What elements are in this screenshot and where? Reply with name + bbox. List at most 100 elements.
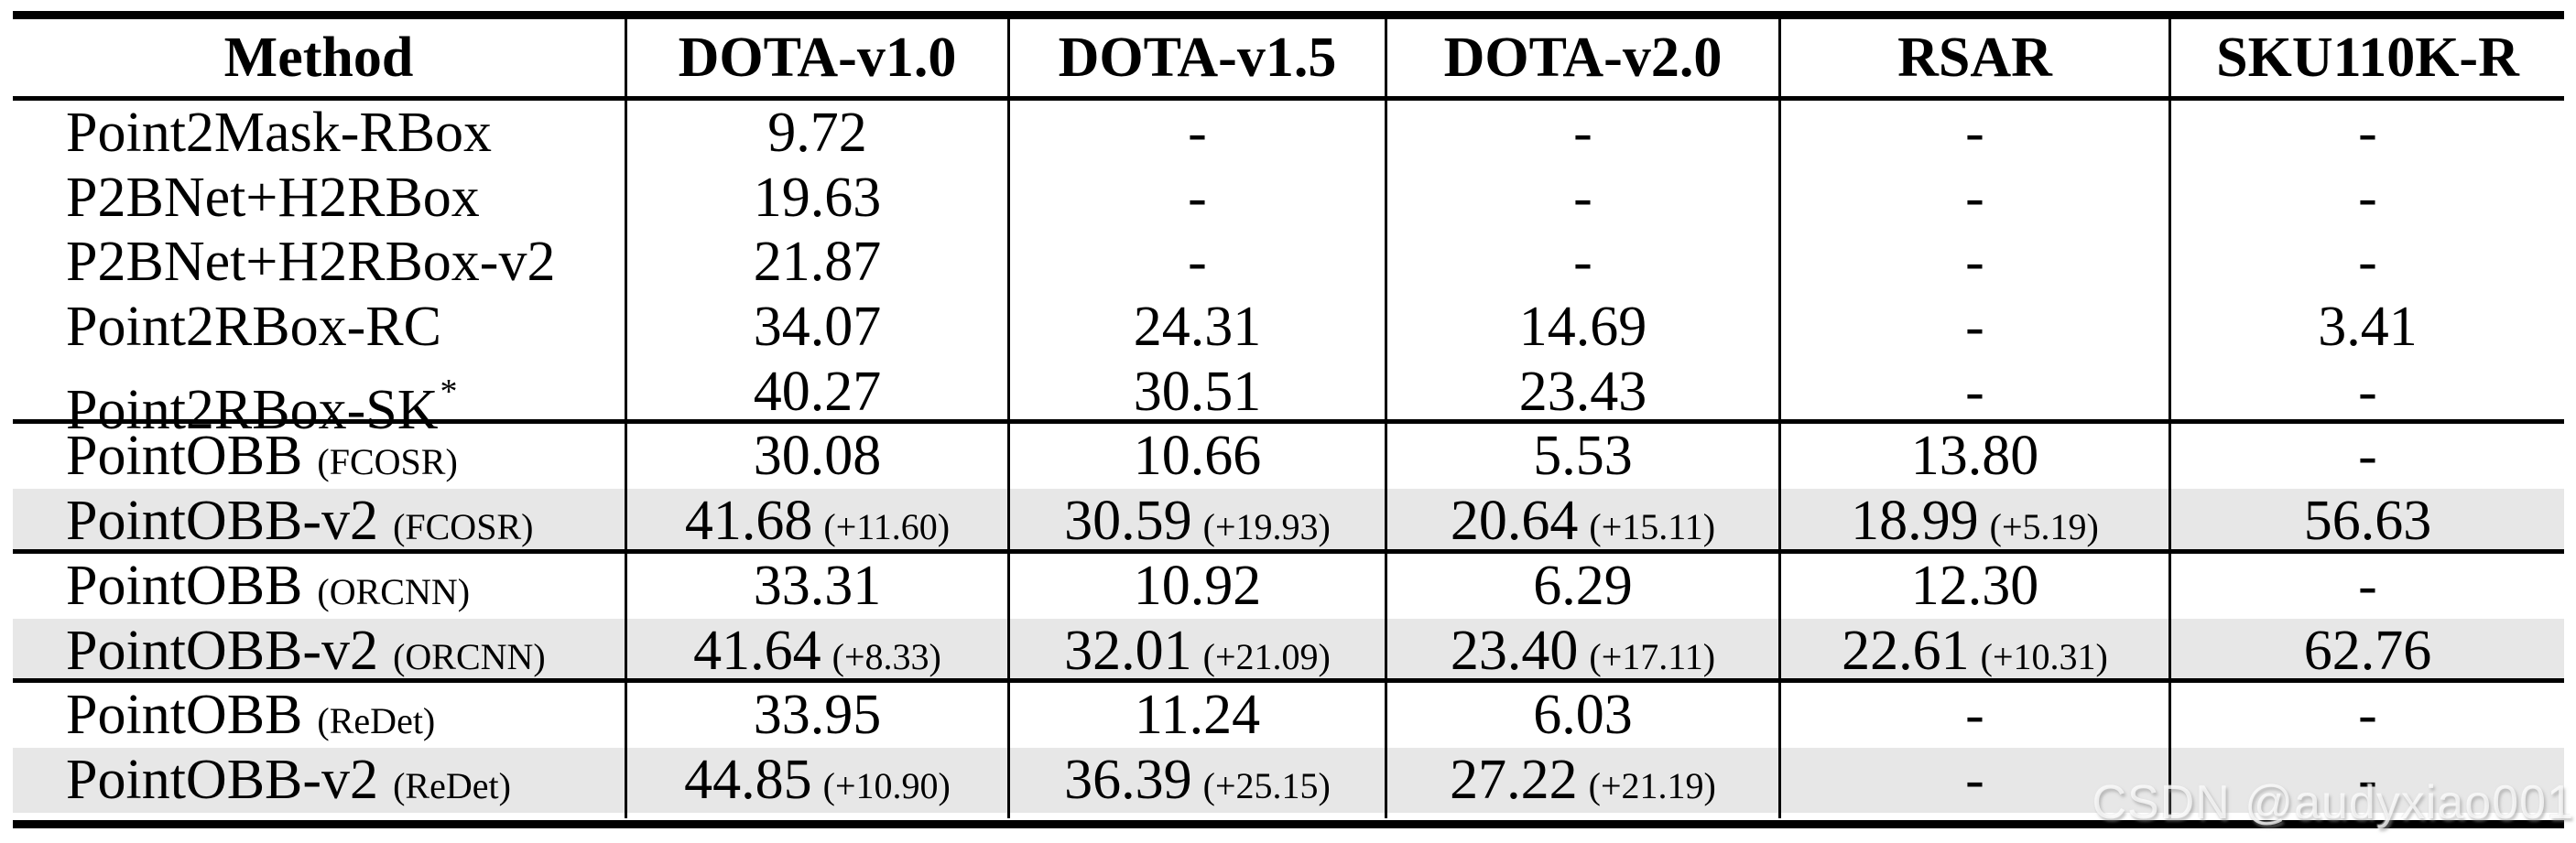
value-cell-rsar: - [1778, 295, 2168, 360]
metric-value: 21.87 [753, 231, 882, 294]
metric-value: - [2358, 748, 2377, 811]
metric-value: 14.69 [1518, 296, 1647, 359]
value-cell-dota-v15: 30.51 [1007, 359, 1385, 442]
value-cell-dota-v20: - [1385, 101, 1778, 166]
value-cell-dota-v20: 14.69 [1385, 295, 1778, 360]
value-cell-dota-v20: 5.53 [1385, 424, 1778, 495]
metric-value: 5.53 [1533, 425, 1633, 488]
value-cell-dota-v20: 23.40 (+17.11) [1385, 618, 1778, 689]
method-detector-tag: (ReDet) [317, 700, 436, 742]
method-cell: Point2RBox-SK* [13, 360, 625, 442]
column-header-rsar: RSAR [1778, 19, 2168, 96]
metric-delta: (+21.19) [1588, 764, 1716, 806]
column-header-sku110kr: SKU110K-R [2168, 19, 2564, 96]
method-name: Point2RBox-SK [66, 378, 439, 441]
metric-value: - [1188, 102, 1207, 164]
value-cell-dota-v20: 6.03 [1385, 683, 1778, 754]
value-cell-sku110kr: - [2168, 165, 2564, 231]
metric-value: 33.95 [753, 684, 882, 747]
metric-value: 24.31 [1133, 296, 1262, 359]
value-cell-sku110kr: 56.63 [2168, 489, 2564, 560]
method-superscript: * [440, 372, 458, 411]
method-detector-tag: (FCOSR) [393, 506, 534, 548]
table-row: Point2RBox-SK* 40.27 30.51 23.43 - - [13, 359, 2564, 442]
method-cell: PointOBB (ReDet) [13, 683, 625, 753]
method-name: Point2Mask-RBox [66, 102, 493, 164]
method-detector-tag: (ORCNN) [317, 570, 471, 612]
table-row: Point2RBox-RC 34.07 24.31 14.69 - 3.41 [13, 295, 2564, 360]
column-header-dota-v15: DOTA-v1.5 [1007, 19, 1385, 96]
metric-value: - [1573, 166, 1592, 229]
method-cell: PointOBB (ORCNN) [13, 554, 625, 624]
value-cell-dota-v20: - [1385, 230, 1778, 296]
method-cell: Point2Mask-RBox [13, 101, 625, 166]
value-cell-sku110kr: 3.41 [2168, 295, 2564, 360]
value-cell-dota-v15: 24.31 [1007, 295, 1385, 360]
metric-value: 36.39 [1064, 748, 1192, 811]
method-cell: PointOBB-v2 (ReDet) [13, 748, 625, 818]
method-cell: PointOBB (FCOSR) [13, 424, 625, 494]
value-cell-rsar: - [1778, 101, 2168, 166]
table-row: PointOBB (FCOSR) 30.08 10.66 5.53 13.80 - [13, 424, 2564, 495]
method-detector-tag: (ReDet) [393, 764, 511, 806]
metric-value: 11.24 [1134, 684, 1261, 747]
value-cell-dota-v10: 34.07 [625, 295, 1007, 360]
metric-value: - [2358, 166, 2377, 229]
header-row: Method DOTA-v1.0 DOTA-v1.5 DOTA-v2.0 RSAR SKU… [13, 19, 2564, 101]
metric-value: - [2358, 360, 2377, 423]
value-cell-sku110kr: - [2168, 747, 2564, 818]
value-cell-sku110kr: - [2168, 553, 2564, 624]
metric-delta: (+19.93) [1202, 506, 1331, 548]
value-cell-rsar: - [1778, 683, 2168, 754]
method-cell: P2BNet+H2RBox-v2 [13, 230, 625, 295]
metric-value: - [2358, 425, 2377, 488]
metric-value: 32.01 [1064, 619, 1192, 682]
metric-delta: (+21.09) [1202, 635, 1331, 677]
method-name: PointOBB-v2 [66, 619, 379, 682]
value-cell-dota-v10: 33.95 [625, 683, 1007, 754]
metric-value: - [1965, 684, 1984, 747]
table-row: PointOBB-v2 (ORCNN) 41.64 (+8.33) 32.01 (+21.… [13, 618, 2564, 689]
table-row: P2BNet+H2RBox 19.63 - - - - [13, 165, 2564, 231]
value-cell-dota-v20: 27.22 (+21.19) [1385, 747, 1778, 818]
table-row: PointOBB-v2 (FCOSR) 41.68 (+11.60) 30.59 (+19… [13, 489, 2564, 560]
metric-value: 3.41 [2318, 296, 2418, 359]
value-cell-dota-v10: 30.08 [625, 424, 1007, 495]
metric-value: - [2358, 684, 2377, 747]
metric-value: 22.61 [1842, 619, 1970, 682]
value-cell-rsar: - [1778, 747, 2168, 818]
table-bottom-rule [13, 819, 2564, 828]
value-cell-dota-v20: 23.43 [1385, 359, 1778, 442]
method-detector-tag: (ORCNN) [393, 635, 546, 677]
metric-delta: (+11.60) [823, 506, 951, 548]
metric-value: - [1965, 231, 1984, 294]
method-cell: Point2RBox-RC [13, 295, 625, 360]
table-body: Point2Mask-RBox 9.72- - - - P2BNet+H2RBox 19.6… [13, 101, 2564, 818]
value-cell-rsar: 12.30 [1778, 553, 2168, 624]
value-cell-dota-v10: 41.64 (+8.33) [625, 618, 1007, 689]
metric-value: 34.07 [753, 296, 882, 359]
column-header-dota-v10: DOTA-v1.0 [625, 19, 1007, 96]
value-cell-rsar: - [1778, 165, 2168, 231]
table-row: PointOBB-v2 (ReDet) 44.85 (+10.90) 36.39 (+25… [13, 747, 2564, 818]
method-name: P2BNet+H2RBox-v2 [66, 231, 556, 294]
column-header-dota-v20: DOTA-v2.0 [1385, 19, 1778, 96]
metric-value: 40.27 [753, 360, 882, 423]
method-name: Point2RBox-RC [66, 296, 441, 359]
value-cell-dota-v10: 9.72 [625, 101, 1007, 166]
metric-value: 18.99 [1851, 490, 1979, 553]
value-cell-rsar: - [1778, 359, 2168, 442]
metric-value: - [2358, 102, 2377, 164]
value-cell-rsar: 22.61 (+10.31) [1778, 618, 2168, 689]
metric-value: 9.72 [767, 102, 867, 164]
value-cell-dota-v15: - [1007, 230, 1385, 296]
metric-value: 6.29 [1533, 554, 1633, 617]
metric-value: 13.80 [1910, 425, 2039, 488]
value-cell-dota-v10: 44.85 (+10.90) [625, 747, 1007, 818]
method-cell: P2BNet+H2RBox [13, 166, 625, 231]
metric-value: 19.63 [753, 166, 882, 229]
value-cell-dota-v15: 36.39 (+25.15) [1007, 747, 1385, 818]
value-cell-sku110kr: - [2168, 101, 2564, 166]
results-table: Method DOTA-v1.0 DOTA-v1.5 DOTA-v2.0 RSAR SKU… [13, 11, 2564, 828]
